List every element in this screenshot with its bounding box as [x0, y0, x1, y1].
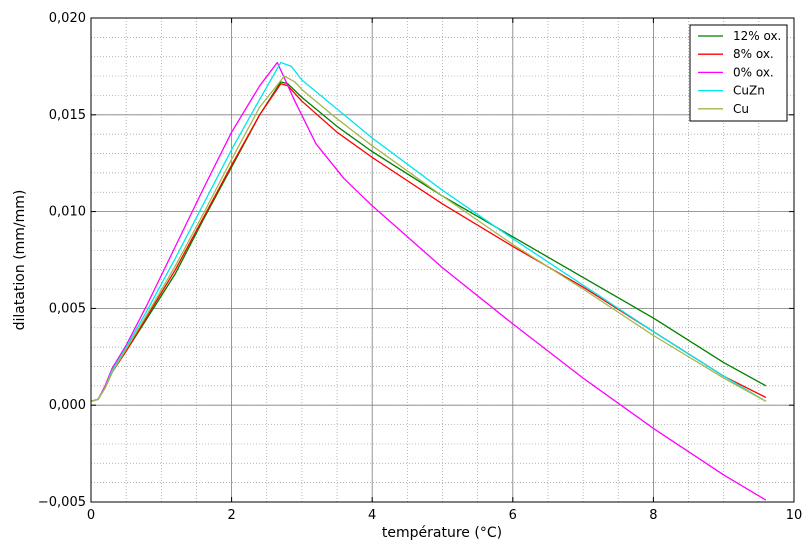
- y-axis-label: dilatation (mm/mm): [12, 190, 28, 331]
- x-tick-label: 8: [649, 508, 657, 523]
- y-tick-label: 0,020: [49, 11, 86, 26]
- tick-labels: 0 2 4 6 8 10 −0,005 0,000 0,005 0,010 0,015 0,020: [38, 11, 802, 523]
- x-tick-label: 2: [227, 508, 235, 523]
- x-tick-label: 0: [87, 508, 95, 523]
- y-tick-label: −0,005: [38, 495, 86, 510]
- series-line-4: [90, 75, 767, 402]
- legend-label: Cu: [733, 102, 749, 116]
- y-tick-label: 0,010: [49, 205, 86, 220]
- series-layer: [90, 61, 767, 501]
- x-axis-label: température (°C): [382, 525, 502, 541]
- series-line-3: [90, 61, 767, 402]
- legend-label: 0% ox.: [733, 65, 774, 79]
- y-tick-label: 0,005: [49, 301, 86, 316]
- legend: 12% ox. 8% ox. 0% ox. CuZn Cu: [689, 24, 788, 122]
- series-line-2: [90, 61, 767, 501]
- x-tick-label: 6: [509, 508, 517, 523]
- legend-label: CuZn: [733, 84, 765, 98]
- y-tick-label: 0,015: [49, 108, 86, 123]
- plot-frame: [90, 17, 795, 503]
- x-tick-label: 4: [368, 508, 376, 523]
- legend-label: 8% ox.: [733, 47, 774, 61]
- x-tick-label: 10: [786, 508, 803, 523]
- y-tick-label: 0,000: [49, 398, 86, 413]
- ticks: [90, 17, 795, 503]
- legend-label: 12% ox.: [733, 29, 781, 43]
